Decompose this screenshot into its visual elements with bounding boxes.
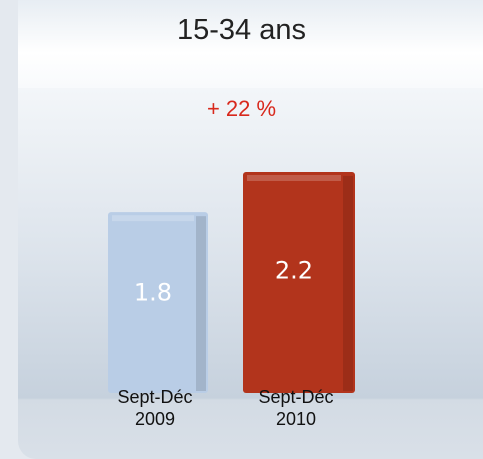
bar-highlight	[247, 175, 341, 181]
bar-side	[196, 216, 206, 391]
title-band	[18, 0, 483, 88]
annotation: + 22 %	[206, 96, 277, 121]
bar	[243, 172, 355, 393]
x-tick-label: Sept-Déc 2010	[258, 387, 334, 429]
value-label: 2.2	[275, 256, 313, 284]
x-tick-label: Sept-Déc 2009	[117, 387, 193, 429]
bar-highlight	[112, 215, 194, 222]
bar-side	[343, 176, 353, 391]
bar	[108, 212, 208, 393]
value-label: 1.8	[134, 279, 172, 307]
chart-title: 15-34 ans	[177, 14, 306, 46]
